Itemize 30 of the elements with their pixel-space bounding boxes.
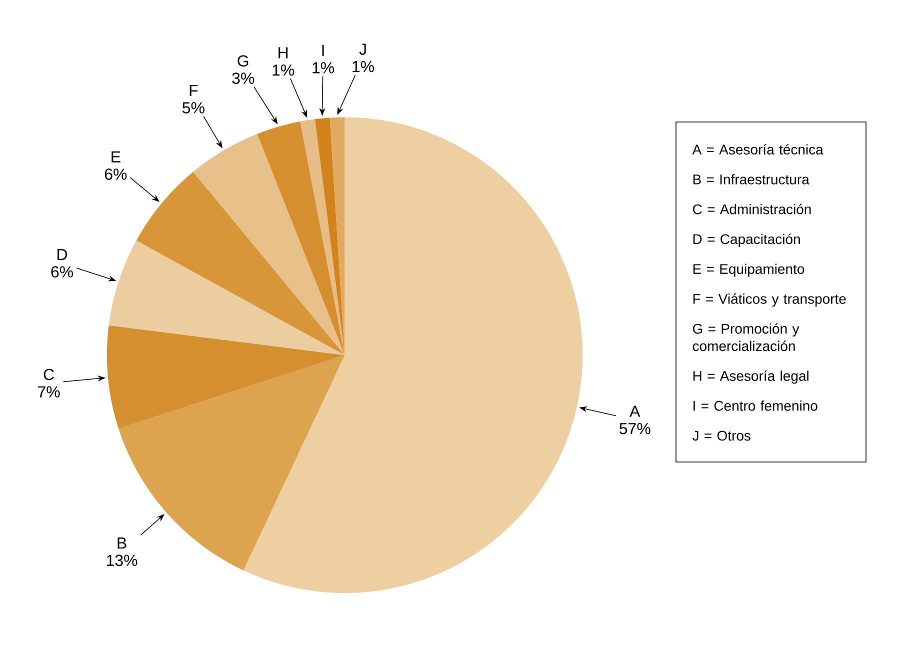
slice-label: C [44,368,54,380]
slice-label: I [322,44,324,56]
text: A = Asesoría técnica [692,144,824,155]
text: G = Promoción y comercialización [692,323,800,352]
slice-label: F [190,84,198,96]
slice-label: J [359,44,366,55]
text: J = Otros [692,430,750,441]
data-label: 5% [182,102,204,114]
text: B = Infraestructura [693,174,810,184]
data-label: 7% [38,386,60,398]
text: I = Centro femenino [694,400,818,411]
text: F = Viáticos y transporte [693,293,846,307]
slice-label: E [112,151,120,162]
data-label: 1% [352,60,374,72]
slice-label: B [118,538,126,549]
data-label: 6% [104,168,127,180]
data-label: 1% [312,62,334,74]
slice-label: G [238,55,248,67]
text: D = Capacitación [693,234,800,247]
data-label: 1% [272,64,294,76]
data-label: 6% [51,266,74,278]
text: H = Asesoría legal [693,370,808,384]
data-label: 57% [620,422,650,434]
slice-label: H [278,47,288,58]
slice-label: D [58,249,68,260]
data-label: 13% [106,554,138,566]
data-label: 3% [232,72,254,84]
text: C = Administración [692,204,811,214]
slice-label: A [630,406,640,417]
text: E = Equipamiento [693,264,804,277]
